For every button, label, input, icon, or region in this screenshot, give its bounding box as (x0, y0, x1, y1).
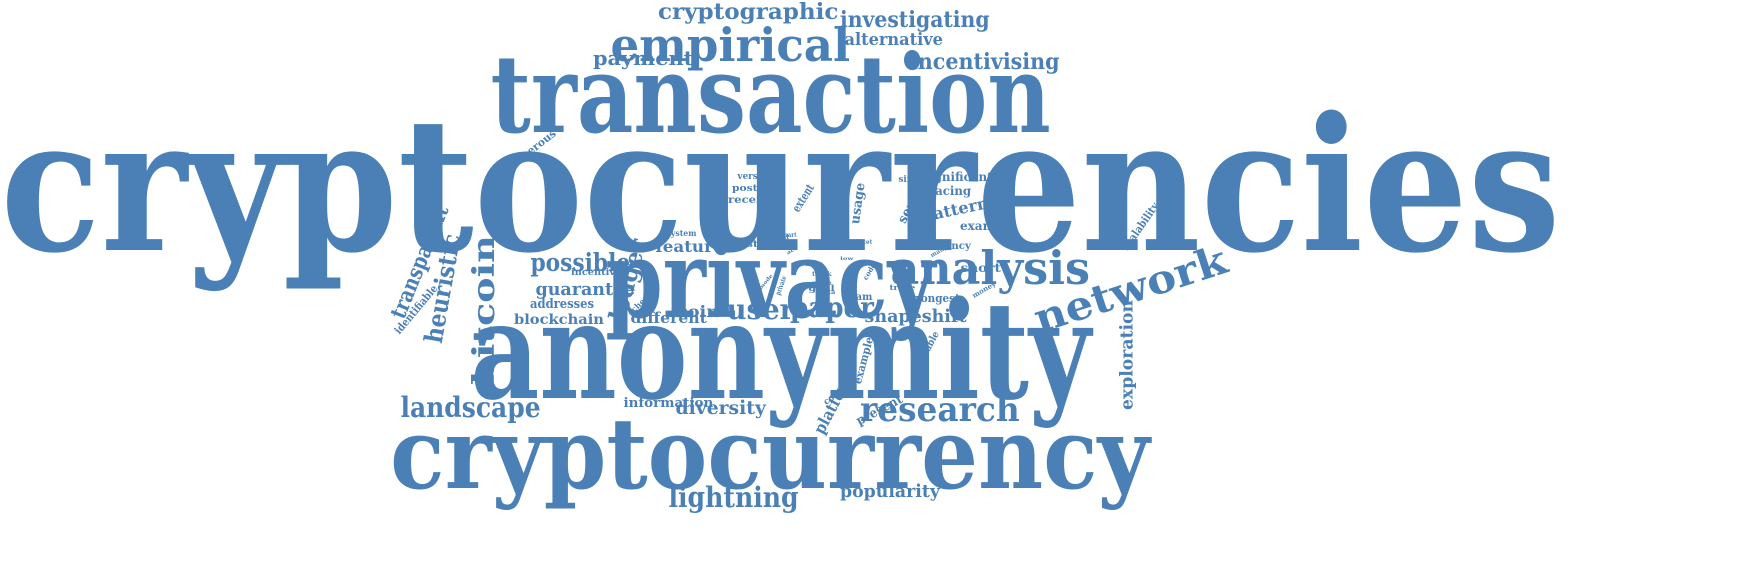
word-incentivising: incentivising (909, 49, 1060, 75)
word-cross: cross (814, 241, 844, 252)
word-poster: poster (731, 183, 771, 194)
word-exploration: exploration (1116, 299, 1138, 411)
word-currency: currency (920, 241, 971, 252)
word-addresses: addresses (529, 296, 594, 312)
word-information: information (623, 395, 713, 411)
word-lack: lack (908, 237, 922, 244)
word-blockchain: blockchain (513, 312, 604, 328)
word-different: different (629, 308, 707, 327)
word-popularity: popularity (839, 481, 940, 502)
word-shapeshift: shapeshift (864, 306, 967, 327)
word-low: low (840, 255, 854, 262)
word-cryptographic: cryptographic (657, 0, 839, 25)
word-alternative: alternative (844, 29, 943, 50)
word-track: track (812, 271, 832, 278)
word-move: move (812, 280, 832, 287)
word-trade: trade (889, 282, 915, 292)
word-study: study (745, 239, 781, 250)
word-feature: feature (655, 237, 724, 256)
word-goal: goal (807, 283, 835, 293)
word-possible: possible (529, 247, 630, 277)
word-payment: payment (592, 46, 694, 70)
word-incentive: incentive (570, 267, 622, 278)
word-privacy: privacy (604, 217, 935, 343)
word-tracing: tracing (922, 184, 971, 198)
word-empirical: empirical (609, 18, 850, 72)
word-cryptocurrencies: cryptocurrencies (0, 75, 1560, 294)
word-recent: recent (727, 195, 770, 206)
word-significant: significant (921, 170, 993, 184)
word-point: point (770, 231, 789, 241)
word-main: main (805, 261, 823, 268)
word-guarantee: guarantee (534, 279, 635, 300)
word-anonymity: anonymity (469, 270, 1091, 430)
word-landscape: landscape (399, 391, 541, 424)
word-lightning: lightning (667, 481, 799, 514)
word-diversity: diversity (675, 396, 766, 419)
word-research: research (859, 390, 1020, 430)
word-user: user (725, 293, 794, 326)
word-short: short (959, 261, 1001, 275)
word-coin: coin (676, 302, 720, 321)
word-strongest: strongest (904, 291, 960, 305)
word-scam: scam (843, 292, 872, 303)
word-version: version (736, 171, 773, 182)
word-data: data (819, 289, 835, 296)
word-investigating: investigating (839, 7, 990, 33)
word-examine: examine (960, 219, 1017, 233)
word-facet: facet (855, 239, 872, 246)
word-paper: paper (790, 291, 874, 324)
word-smart: smart (778, 232, 797, 239)
word-system: system (665, 228, 696, 238)
word-simple: simple (898, 174, 931, 185)
word-analysis: analysis (890, 241, 1090, 295)
word-bitcoin: bitcoin (466, 235, 502, 385)
word-cryptocurrency: cryptocurrency (390, 397, 1150, 512)
word-transaction: transaction (490, 32, 1051, 158)
